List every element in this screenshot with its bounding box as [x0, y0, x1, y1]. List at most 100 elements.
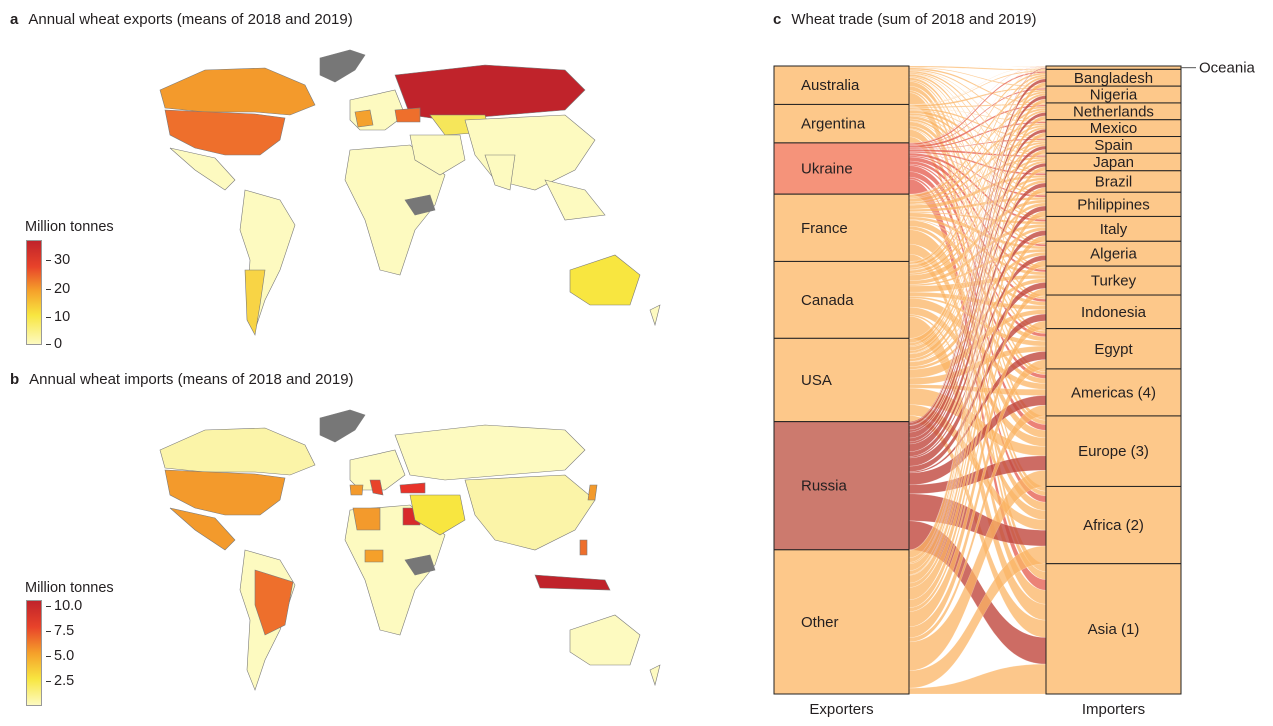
- turkey-region: [399, 482, 426, 494]
- import-legend-colorbar: [26, 600, 42, 706]
- argentina-region: [244, 269, 266, 336]
- exporters-axis-label: Exporters: [809, 701, 873, 718]
- exporter-node-russia: [773, 421, 910, 551]
- export-legend-tick-30: 30: [45, 252, 71, 268]
- importer-node-asia-1: [1045, 563, 1182, 695]
- middle-east-region: [409, 134, 466, 176]
- usa-region: [164, 109, 286, 156]
- importer-label-egypt: Egypt: [1094, 341, 1133, 358]
- export-legend-tick-20: 20: [45, 281, 71, 297]
- horn-africa-nodata: [404, 194, 436, 216]
- import-world-map: [159, 409, 661, 691]
- mexico-region: [169, 147, 236, 191]
- export-legend-tick-10: 10: [45, 309, 71, 325]
- import-legend-tick-10: 10.0: [45, 598, 83, 614]
- panel-c-title: c Wheat trade (sum of 2018 and 2019): [773, 11, 1037, 28]
- importer-node-philippines: [1045, 191, 1182, 217]
- nigeria-region: [364, 549, 384, 563]
- importer-label-oceania: Oceania: [1199, 60, 1256, 77]
- importer-label-americas-4: Americas (4): [1071, 384, 1156, 401]
- usa-region: [164, 469, 286, 516]
- importer-label-algeria: Algeria: [1090, 246, 1137, 263]
- australia-region: [569, 254, 641, 306]
- japan-region: [587, 484, 598, 501]
- asia-region: [464, 474, 596, 551]
- russia-region: [394, 424, 586, 481]
- exporter-node-australia: [773, 65, 910, 105]
- india-region: [484, 154, 516, 191]
- export-legend-colorbar: [26, 240, 42, 345]
- exporter-node-other: [773, 549, 910, 695]
- export-legend-title: Million tonnes: [25, 219, 114, 235]
- exporter-label-ukraine: Ukraine: [801, 161, 853, 178]
- importer-label-bangladesh: Bangladesh: [1074, 70, 1153, 87]
- importer-node-americas-4: [1045, 368, 1182, 417]
- greenland-region: [319, 49, 366, 83]
- export-legend-tick-0: 0: [45, 336, 63, 352]
- exporter-label-australia: Australia: [801, 77, 860, 94]
- exporter-label-russia: Russia: [801, 478, 848, 495]
- russia-region: [394, 64, 586, 121]
- panel-a-title-text: Annual wheat exports (means of 2018 and …: [28, 11, 353, 28]
- new-zealand-region: [649, 664, 661, 687]
- exporter-label-other: Other: [801, 614, 839, 631]
- importers-axis-label: Importers: [1082, 701, 1145, 718]
- panel-c-letter: c: [773, 11, 782, 28]
- importer-label-netherlands: Netherlands: [1073, 103, 1154, 120]
- panel-a-title: a Annual wheat exports (means of 2018 and…: [10, 11, 353, 28]
- europe-region: [349, 449, 406, 491]
- panel-b-title: b Annual wheat imports (means of 2018 and…: [10, 371, 354, 388]
- indonesia-region: [534, 574, 611, 591]
- exporter-node-usa: [773, 337, 910, 423]
- ukraine-region: [394, 107, 421, 123]
- brazil-region: [254, 569, 294, 636]
- canada-region: [159, 427, 316, 476]
- importer-label-europe-3: Europe (3): [1078, 443, 1149, 460]
- import-legend-tick-7-5: 7.5: [45, 623, 75, 639]
- importer-label-japan: Japan: [1093, 154, 1134, 171]
- exporter-label-argentina: Argentina: [801, 116, 866, 133]
- exporter-label-usa: USA: [801, 372, 832, 389]
- exporter-node-canada: [773, 260, 910, 339]
- new-zealand-region: [649, 304, 661, 327]
- algeria-region: [352, 507, 381, 531]
- import-legend-tick-2-5: 2.5: [45, 673, 75, 689]
- panel-a-letter: a: [10, 11, 19, 28]
- panel-b-title-text: Annual wheat imports (means of 2018 and …: [29, 371, 354, 388]
- horn-africa-nodata: [404, 554, 436, 576]
- import-legend-title: Million tonnes: [25, 580, 114, 596]
- importer-label-mexico: Mexico: [1090, 120, 1138, 137]
- middle-east-region: [409, 494, 466, 536]
- importer-label-philippines: Philippines: [1077, 196, 1150, 213]
- australia-region: [569, 614, 641, 666]
- exporter-label-france: France: [801, 220, 848, 237]
- importer-node-europe-3: [1045, 415, 1182, 487]
- importer-label-brazil: Brazil: [1095, 174, 1133, 191]
- exporter-node-argentina: [773, 103, 910, 144]
- importer-node-turkey: [1045, 265, 1182, 296]
- importer-label-africa-2: Africa (2): [1083, 517, 1144, 534]
- greenland-region: [319, 409, 366, 443]
- exporter-node-ukraine: [773, 142, 910, 195]
- importer-label-indonesia: Indonesia: [1081, 304, 1147, 321]
- importer-label-nigeria: Nigeria: [1090, 87, 1138, 104]
- importer-label-italy: Italy: [1100, 221, 1128, 238]
- importer-label-asia-1: Asia (1): [1088, 621, 1140, 638]
- france-region: [354, 109, 374, 128]
- philippines-region: [579, 539, 588, 556]
- mexico-region: [169, 507, 236, 551]
- panel-c-title-text: Wheat trade (sum of 2018 and 2019): [791, 11, 1037, 28]
- exporter-label-canada: Canada: [801, 292, 854, 309]
- export-world-map: [159, 49, 661, 336]
- importer-label-turkey: Turkey: [1091, 273, 1137, 290]
- exporter-node-france: [773, 193, 910, 262]
- importer-node-indonesia: [1045, 294, 1182, 330]
- italy-region: [369, 479, 384, 496]
- panel-b-letter: b: [10, 371, 20, 388]
- sankey-flows: [908, 65, 1047, 695]
- se-asia-region: [544, 179, 606, 221]
- importer-label-spain: Spain: [1094, 137, 1132, 154]
- import-legend-tick-5: 5.0: [45, 648, 75, 664]
- canada-region: [159, 67, 316, 116]
